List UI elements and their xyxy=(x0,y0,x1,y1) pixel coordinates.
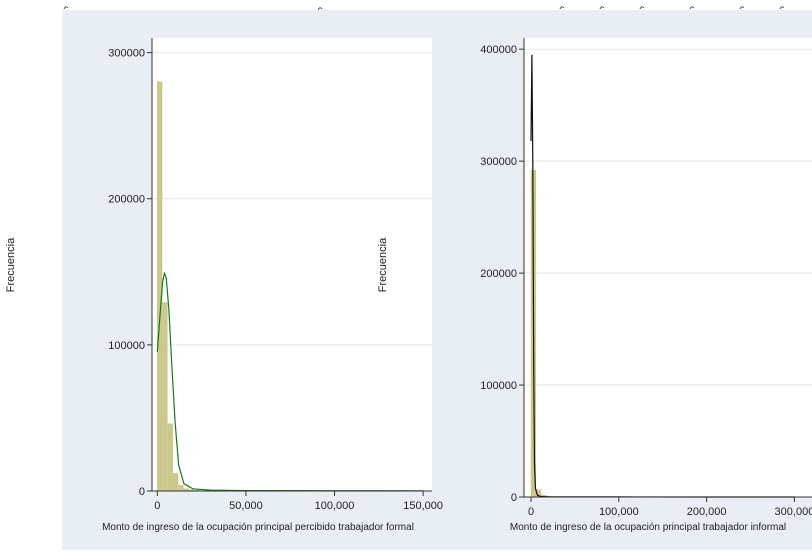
x-tick-label: 50,000 xyxy=(229,500,263,512)
y-tick-label: 300000 xyxy=(108,48,145,60)
x-tick-label: 300,000 xyxy=(775,506,812,518)
histogram-bar xyxy=(173,473,179,492)
x-axis-title: Monto de ingreso de la ocupación princip… xyxy=(102,522,414,533)
y-tick-label: 100000 xyxy=(480,380,517,392)
x-tick-label: 150,000 xyxy=(403,500,443,512)
chart-2: 0 100000 200000 300000 400000 0 100,000 200,000… xyxy=(377,38,812,533)
x-tick-label: 200,000 xyxy=(687,506,727,518)
histogram-bar xyxy=(157,81,163,492)
chart-1: 0 100000 200000 300000 0 50,000 100,000 150,000… xyxy=(5,38,443,533)
histogram-bar xyxy=(162,302,168,492)
x-tick-label: 100,000 xyxy=(315,500,355,512)
histogram-bar xyxy=(167,423,173,492)
y-tick-label: 300000 xyxy=(480,156,517,168)
x-tick-label: 100,000 xyxy=(599,506,639,518)
plot-area xyxy=(152,38,432,491)
y-axis-title: Frecuencia xyxy=(377,237,389,292)
y-tick-label: 200000 xyxy=(108,194,145,206)
top-caption-cropped xyxy=(0,0,812,10)
x-tick-label: 0 xyxy=(528,506,534,518)
y-tick-label: 0 xyxy=(511,492,517,504)
y-tick-label: 400000 xyxy=(480,44,517,56)
y-tick-label: 200000 xyxy=(480,268,517,280)
plot-area xyxy=(524,38,812,497)
y-tick-label: 0 xyxy=(139,486,145,498)
density-curve xyxy=(156,271,424,492)
y-axis-title: Frecuencia xyxy=(5,237,17,292)
x-tick-label: 0 xyxy=(154,500,160,512)
x-axis-title: Monto de ingreso de la ocupación princip… xyxy=(510,522,786,533)
histogram-bar xyxy=(178,484,184,492)
y-tick-label: 100000 xyxy=(108,340,145,352)
cropped-caption-strokes xyxy=(63,6,785,10)
